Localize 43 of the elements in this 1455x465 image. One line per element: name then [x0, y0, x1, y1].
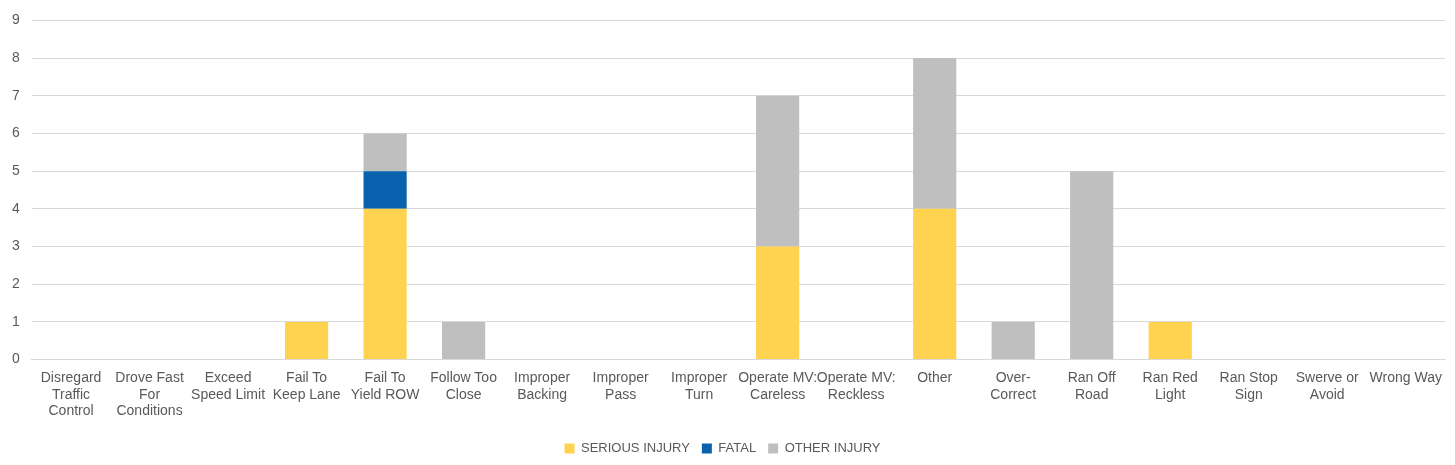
x-tick-label: Improper Turn [671, 368, 728, 402]
y-tick-label: 2 [11, 275, 20, 292]
x-tick-label: Follow Too Close [430, 368, 498, 402]
x-tick-label: Ran Stop Sign [1219, 368, 1279, 402]
y-tick-label: 1 [11, 312, 20, 329]
y-tick-label: 8 [11, 48, 20, 65]
legend-label: FATAL [718, 440, 757, 456]
x-tick-label: Other [917, 368, 953, 385]
y-tick-label: 6 [11, 124, 20, 141]
bar [913, 208, 957, 360]
legend-label: SERIOUS INJURY [581, 440, 691, 456]
y-tick-label: 3 [11, 237, 20, 254]
x-tick-label: Drove Fast For Conditions [115, 368, 184, 419]
x-tick-label: Exceed Speed Limit [191, 368, 266, 402]
x-tick-label: Improper Backing [514, 368, 571, 402]
bar [756, 246, 800, 360]
bar [363, 208, 407, 360]
x-tick-label: Swerve or Avoid [1295, 368, 1360, 402]
x-tick-label: Ran Red Light [1142, 368, 1198, 402]
bar [442, 321, 486, 360]
x-tick-label: Fail To Keep Lane [272, 368, 341, 402]
x-tick-label: Wrong Way [1369, 368, 1442, 385]
bar [1070, 171, 1114, 360]
y-tick-label: 7 [11, 86, 20, 103]
bar [284, 321, 329, 360]
x-tick-label: Improper Pass [592, 368, 649, 402]
x-tick-label: Fail To Yield ROW [350, 368, 421, 402]
x-tick-label: Operate MV: Reckless [816, 368, 896, 402]
bar [991, 321, 1035, 360]
x-tick-label: Ran Off Road [1067, 368, 1116, 402]
x-tick-label: Over-Correct [990, 368, 1037, 402]
y-tick-label: 0 [11, 350, 20, 367]
x-tick-label: Disregard Traffic Control [40, 368, 102, 419]
x-tick-label: Operate MV: Careless [738, 368, 818, 402]
bar [363, 171, 407, 209]
y-tick-label: 9 [11, 11, 20, 28]
bar [1148, 321, 1192, 360]
bar [913, 58, 957, 209]
y-tick-label: 5 [11, 162, 20, 179]
legend-label: OTHER INJURY [784, 440, 881, 456]
bar [756, 95, 800, 247]
y-tick-label: 4 [11, 199, 20, 216]
bar [363, 133, 407, 172]
